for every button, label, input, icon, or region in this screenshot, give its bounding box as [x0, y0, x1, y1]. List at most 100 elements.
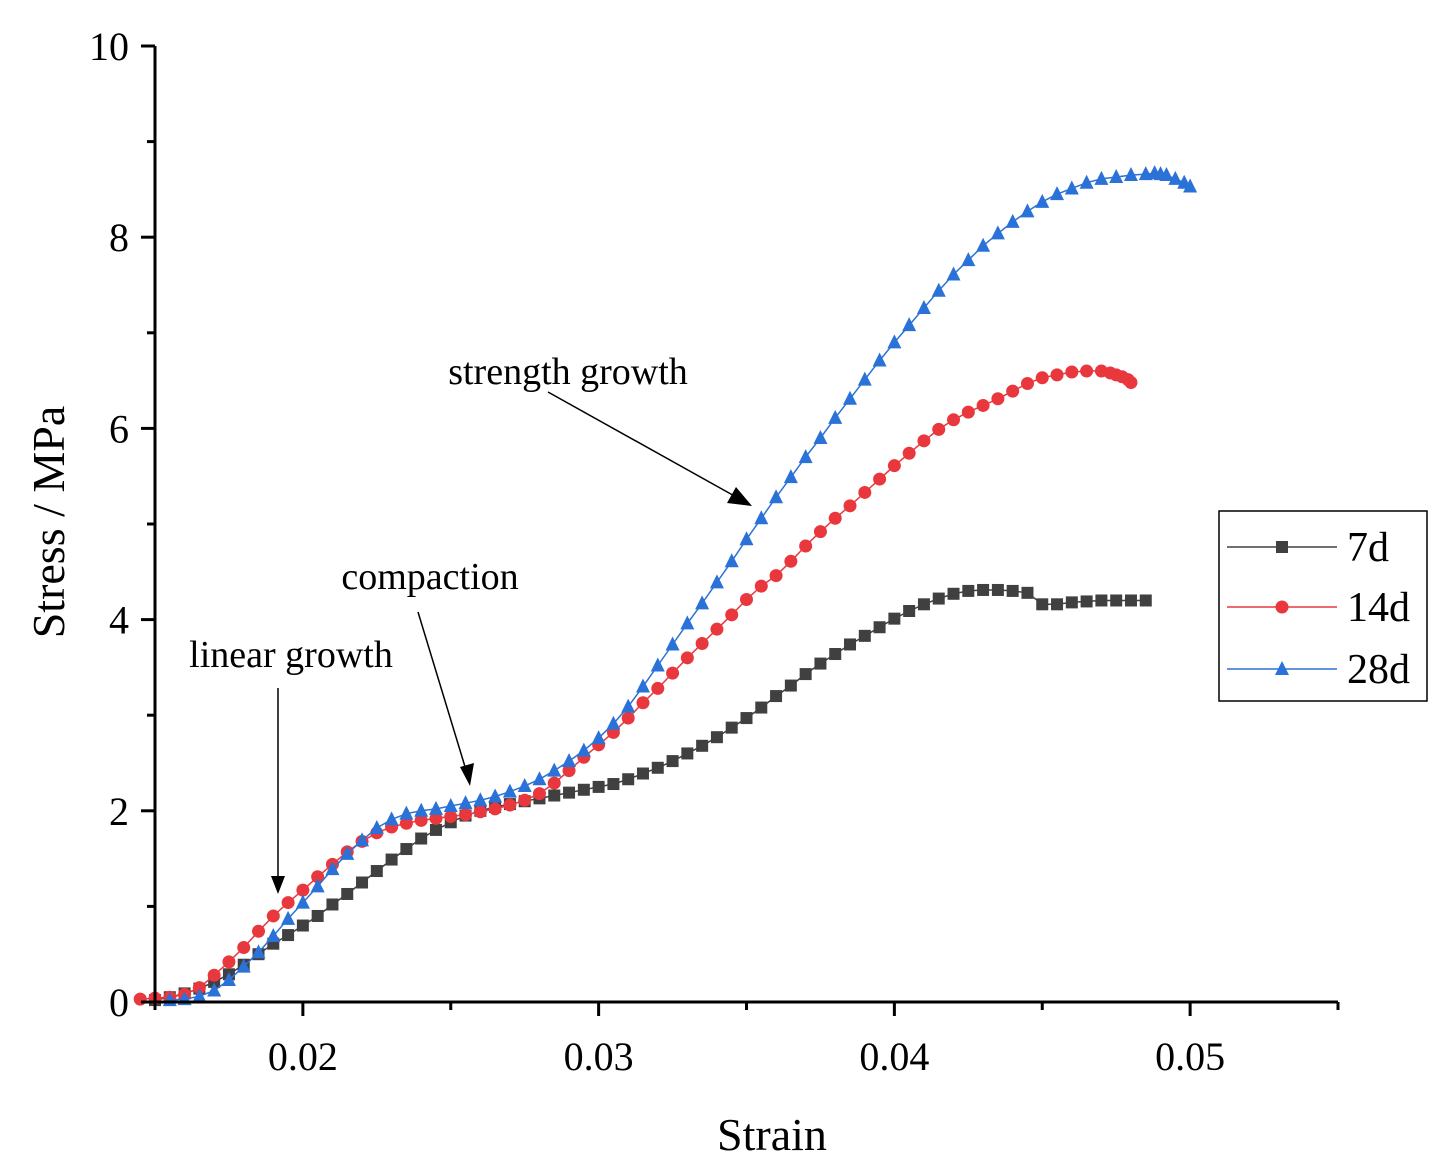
y-ticks: 0 2 4 6 8 10 [89, 24, 155, 1025]
data-point-7d [577, 783, 590, 796]
data-point-14d [444, 810, 458, 824]
data-point-7d [858, 629, 871, 642]
data-point-28d [1159, 167, 1174, 182]
data-point-28d [709, 574, 724, 589]
data-point-7d [563, 786, 576, 799]
data-point-7d [1095, 594, 1108, 607]
data-point-14d [740, 593, 753, 607]
data-point-7d [977, 583, 990, 596]
data-point-14d [828, 511, 842, 525]
legend-entry-28d: 28d [1227, 647, 1410, 693]
data-point-14d [503, 798, 517, 812]
data-point-7d [1139, 594, 1152, 607]
data-point-28d [1005, 213, 1020, 228]
data-point-7d [888, 612, 901, 625]
x-tick-label: 0.03 [564, 1034, 634, 1079]
data-point-28d [562, 753, 577, 768]
data-point-28d [1168, 170, 1183, 185]
data-point-7d [1110, 594, 1123, 607]
data-point-7d [385, 853, 398, 866]
y-tick-label: 8 [109, 215, 129, 260]
data-point-14d [769, 569, 783, 583]
data-point-14d [636, 696, 650, 710]
data-point-7d [1065, 596, 1078, 609]
data-point-7d [829, 648, 842, 661]
data-point-28d [635, 678, 650, 693]
data-point-14d [281, 896, 295, 910]
data-point-14d [1080, 364, 1094, 378]
data-point-14d [1050, 368, 1064, 382]
data-point-14d [266, 909, 280, 923]
legend-label-14d: 14d [1347, 585, 1410, 631]
annotation-strength-growth: strength growth [448, 351, 752, 506]
data-point-7d [991, 583, 1004, 596]
data-point-7d [341, 887, 354, 900]
series-layer [133, 165, 1198, 1007]
data-point-28d [251, 944, 266, 959]
data-point-28d [221, 972, 236, 987]
annotation-label: linear growth [189, 634, 393, 676]
data-point-14d [399, 816, 413, 830]
data-point-28d [902, 317, 917, 332]
data-point-14d [414, 813, 428, 827]
legend-label-28d: 28d [1347, 647, 1410, 693]
data-point-28d [1079, 174, 1094, 189]
data-point-28d [857, 371, 872, 386]
annotation-label: strength growth [448, 351, 688, 393]
data-point-14d [1035, 371, 1049, 385]
data-point-28d [976, 237, 991, 252]
data-point-28d [384, 811, 399, 826]
data-point-28d [414, 802, 429, 817]
data-point-14d [621, 711, 635, 725]
data-point-7d [725, 721, 738, 734]
data-point-7d [415, 832, 428, 845]
data-point-28d [990, 225, 1005, 240]
data-point-28d [828, 409, 843, 424]
data-point-28d [295, 894, 310, 909]
data-point-28d [547, 762, 562, 777]
data-point-7d [356, 876, 369, 889]
data-point-14d [547, 776, 561, 790]
data-point-28d [192, 988, 207, 1003]
data-point-28d [517, 777, 532, 792]
data-point-28d [281, 910, 296, 925]
data-point-7d [1080, 595, 1093, 608]
data-point-7d [429, 823, 442, 836]
data-point-14d [252, 924, 266, 938]
data-point-28d [1109, 168, 1124, 183]
data-point-28d [458, 795, 473, 810]
y-axis-title: Stress / MPa [23, 406, 74, 639]
data-point-7d [370, 865, 383, 878]
data-point-14d [518, 793, 532, 807]
data-point-28d [695, 595, 710, 610]
annotation-arrow-head [271, 876, 285, 894]
data-point-28d [739, 531, 754, 546]
data-point-14d [192, 981, 206, 995]
data-point-28d [1035, 193, 1050, 208]
data-point-14d [799, 539, 813, 553]
data-point-28d [1050, 186, 1065, 201]
y-tick-label: 4 [109, 598, 129, 643]
data-point-28d [650, 657, 665, 672]
data-point-14d [947, 413, 961, 427]
data-point-14d [651, 681, 665, 695]
data-point-14d [133, 992, 147, 1006]
data-point-28d [310, 878, 325, 893]
data-point-14d [710, 622, 724, 636]
data-point-7d [873, 621, 886, 634]
data-point-28d [236, 958, 251, 973]
legend-marker-7d [1276, 541, 1288, 553]
data-point-28d [576, 742, 591, 757]
data-point-28d [325, 861, 340, 876]
data-point-7d [1051, 598, 1064, 611]
data-point-7d [282, 929, 295, 942]
y-tick-label: 2 [109, 789, 129, 834]
data-point-28d [1123, 167, 1138, 182]
data-point-14d [207, 968, 221, 982]
x-tick-label: 0.02 [268, 1034, 338, 1079]
data-point-7d [917, 598, 930, 611]
data-point-14d [311, 870, 325, 884]
data-point-14d [680, 651, 694, 665]
data-point-14d [784, 554, 798, 568]
